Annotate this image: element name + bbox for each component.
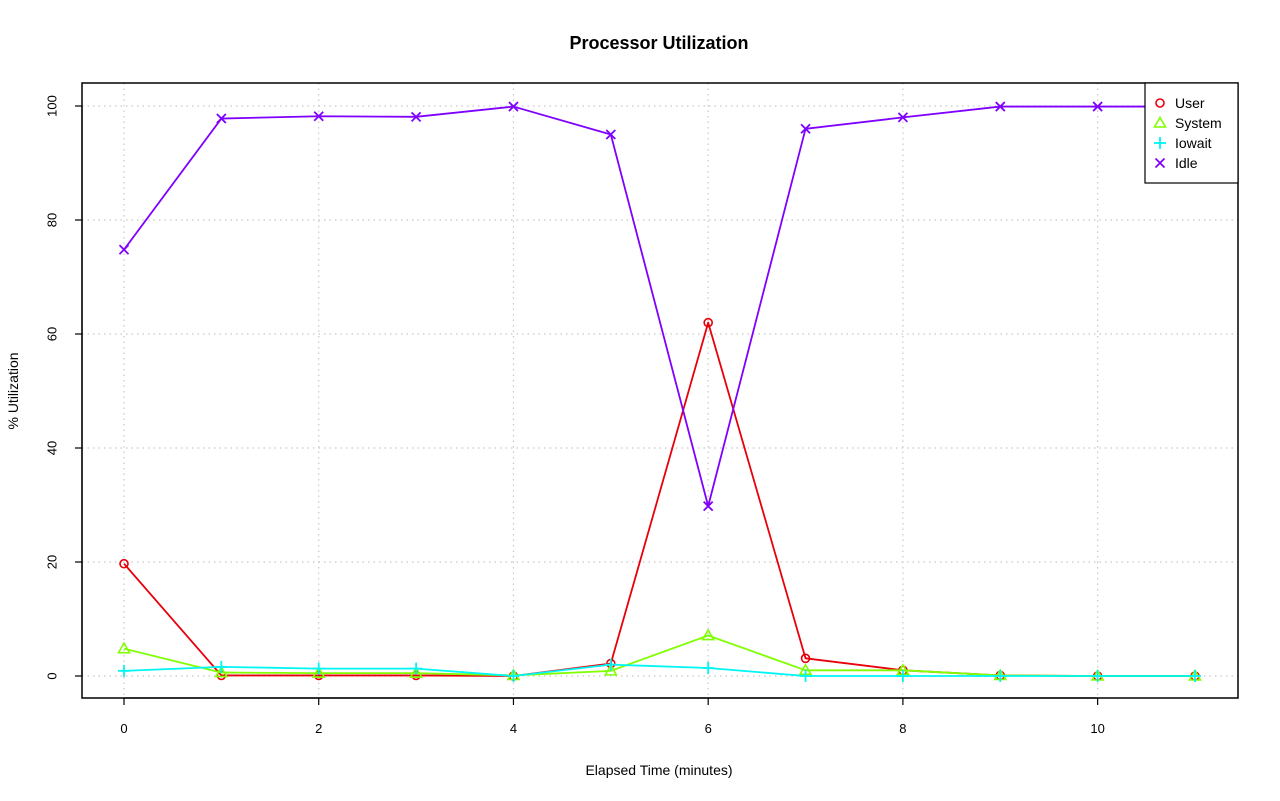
series-line-system [123, 634, 1195, 677]
data-point-iowait [507, 670, 520, 682]
data-point-idle [800, 123, 811, 134]
series-line-user [123, 321, 1195, 677]
y-tick-label: 40 [45, 441, 60, 455]
data-point-iowait [215, 660, 228, 673]
y-tick-label: 0 [45, 672, 60, 679]
data-point-iowait [994, 670, 1007, 682]
data-point-idle [995, 101, 1006, 112]
data-point-system [603, 663, 618, 676]
y-tick-label: 60 [45, 327, 60, 341]
data-point-system [701, 628, 716, 641]
data-point-iowait [118, 664, 130, 677]
x-tick-label: 2 [315, 721, 322, 736]
legend-label-idle: Idle [1175, 155, 1198, 171]
data-point-system [117, 641, 131, 654]
legend-item-iowait: Iowait [1154, 135, 1212, 151]
series-idle [118, 101, 1201, 512]
data-point-idle [410, 111, 422, 122]
legend-marker-system [1153, 115, 1167, 128]
y-axis-label: % Utilization [5, 352, 21, 429]
data-point-idle [508, 101, 519, 112]
data-point-iowait [1189, 670, 1201, 682]
data-point-idle [313, 111, 324, 122]
grid-lines [82, 83, 1238, 698]
legend-item-system: System [1153, 115, 1222, 131]
x-tick-label: 10 [1090, 721, 1104, 736]
x-tick-label: 8 [899, 721, 906, 736]
chart-title: Processor Utilization [569, 33, 748, 53]
plot-frame [81, 82, 1239, 699]
data-point-idle [897, 112, 909, 123]
legend-item-idle: Idle [1154, 155, 1198, 171]
y-tick-label: 20 [45, 555, 60, 569]
x-tick-label: 4 [510, 721, 517, 736]
legend-label-system: System [1175, 115, 1222, 131]
x-tick-label: 6 [705, 721, 712, 736]
data-point-idle [118, 244, 130, 255]
series-group [117, 101, 1202, 682]
legend-marker-iowait [1154, 137, 1166, 149]
data-point-iowait [896, 670, 909, 682]
data-point-iowait [312, 662, 325, 675]
data-point-iowait [604, 658, 617, 671]
legend-item-user: User [1155, 95, 1205, 111]
x-axis-label: Elapsed Time (minutes) [585, 762, 732, 778]
data-point-iowait [410, 662, 423, 675]
legend: User System Iowait Idle [1144, 82, 1239, 184]
y-tick-label: 100 [45, 95, 60, 117]
legend-marker-user [1155, 98, 1165, 108]
data-point-idle [1092, 101, 1103, 112]
series-iowait [118, 658, 1201, 682]
legend-label-user: User [1175, 95, 1205, 111]
data-point-idle [605, 129, 616, 140]
data-point-system [409, 666, 423, 678]
data-point-user [703, 317, 713, 328]
x-tick-label: 0 [120, 721, 127, 736]
data-point-user [800, 653, 811, 664]
data-point-iowait [799, 670, 812, 682]
legend-label-iowait: Iowait [1175, 135, 1212, 151]
data-point-user [119, 558, 129, 569]
data-point-iowait [1091, 670, 1104, 682]
data-point-idle [703, 501, 714, 512]
series-line-iowait [123, 663, 1195, 677]
data-point-system [214, 665, 229, 678]
y-tick-label: 80 [45, 213, 60, 227]
data-point-idle [216, 113, 227, 124]
series-line-idle [123, 105, 1195, 508]
series-system [117, 628, 1202, 681]
series-user [119, 317, 1200, 681]
data-point-iowait [702, 662, 715, 675]
data-point-system [311, 666, 326, 678]
legend-marker-idle [1154, 157, 1166, 169]
